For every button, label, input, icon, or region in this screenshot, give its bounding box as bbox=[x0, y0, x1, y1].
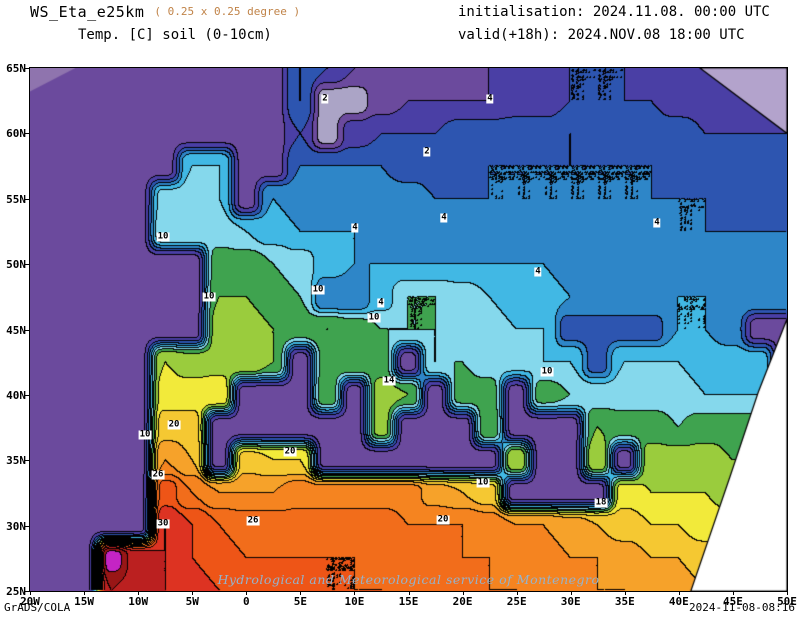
lat-axis-tick bbox=[25, 525, 30, 527]
lon-axis-tick bbox=[516, 591, 518, 595]
lon-axis-label: 15E bbox=[398, 595, 419, 608]
lat-axis-label: 25N bbox=[6, 585, 26, 598]
lat-axis-label: 30N bbox=[6, 519, 26, 533]
lon-axis-label: 10E bbox=[344, 595, 365, 608]
temperature-map-canvas bbox=[30, 68, 787, 591]
lat-axis-tick bbox=[25, 133, 30, 135]
contour-value-label: 10 bbox=[311, 284, 325, 295]
creation-timestamp: 2024-11-08-08:16 bbox=[689, 601, 795, 614]
model-title: WS_Eta_e25km ( 0.25 x 0.25 degree ) bbox=[30, 3, 300, 21]
lon-axis-tick bbox=[300, 591, 302, 595]
lon-axis-tick bbox=[84, 591, 86, 595]
lat-axis-tick bbox=[25, 591, 30, 592]
initialisation-time: initialisation: 2024.11.08. 00:00 UTC bbox=[458, 4, 770, 20]
contour-value-label: 10 bbox=[367, 312, 381, 323]
lon-axis-label: 0 bbox=[242, 595, 250, 608]
map-plot-area: 2 4 2 4 4 10 4 10 10 4 10 4 14 10 20 10 26 20 30 26 20 10 18 Hy… bbox=[29, 67, 788, 592]
contour-value-label: 18 bbox=[594, 497, 608, 508]
contour-value-label: 2 bbox=[423, 146, 431, 157]
lon-axis-tick bbox=[624, 591, 626, 595]
contour-value-label: 10 bbox=[156, 231, 170, 242]
lat-axis-tick bbox=[25, 329, 30, 331]
lat-axis-tick bbox=[25, 394, 30, 396]
contour-value-label: 4 bbox=[486, 93, 494, 104]
contour-value-label: 20 bbox=[167, 419, 181, 430]
contour-value-label: 26 bbox=[151, 469, 165, 480]
lon-axis-tick bbox=[408, 591, 410, 595]
lon-axis-label: 40E bbox=[668, 595, 689, 608]
lat-axis-tick bbox=[25, 198, 30, 200]
lon-axis-tick bbox=[138, 591, 140, 595]
lon-axis-label: 15W bbox=[74, 595, 94, 608]
contour-value-label: 26 bbox=[246, 515, 260, 526]
lat-axis-tick bbox=[25, 68, 30, 69]
lon-axis-label: 20E bbox=[452, 595, 473, 608]
contour-value-label: 10 bbox=[540, 366, 554, 377]
contour-value-label: 4 bbox=[534, 266, 542, 277]
lon-axis-label: 20W bbox=[20, 595, 40, 608]
contour-value-label: 2 bbox=[321, 93, 329, 104]
lat-axis-tick bbox=[25, 264, 30, 266]
contour-value-label: 20 bbox=[436, 514, 450, 525]
lon-axis-tick bbox=[732, 591, 734, 595]
watermark: Hydrological and Meteorological service … bbox=[217, 572, 600, 587]
valid-time: valid(+18h): 2024.NOV.08 18:00 UTC bbox=[458, 27, 745, 43]
contour-value-label: 20 bbox=[283, 446, 297, 457]
model-name: WS_Eta_e25km bbox=[30, 3, 145, 21]
contour-value-label: 10 bbox=[138, 429, 152, 440]
field-title: Temp. [C] soil (0-10cm) bbox=[78, 27, 272, 43]
lon-axis-label: 35E bbox=[614, 595, 635, 608]
lon-axis-tick bbox=[30, 591, 31, 595]
lat-axis-label: 45N bbox=[6, 323, 26, 337]
lon-axis-label: 25E bbox=[506, 595, 527, 608]
contour-value-label: 30 bbox=[156, 518, 170, 529]
lat-axis-tick bbox=[25, 460, 30, 462]
lon-axis-tick bbox=[570, 591, 572, 595]
lon-axis-label: 5E bbox=[293, 595, 307, 608]
lat-axis-label: 40N bbox=[6, 388, 26, 402]
contour-value-label: 10 bbox=[476, 477, 490, 488]
lat-axis-label: 65N bbox=[6, 62, 26, 75]
lon-axis-label: 5W bbox=[185, 595, 199, 608]
grads-credit: GrADS/COLA bbox=[4, 601, 71, 614]
lat-axis-label: 35N bbox=[6, 454, 26, 468]
lat-axis-label: 55N bbox=[6, 192, 26, 206]
contour-value-label: 4 bbox=[440, 212, 448, 223]
lon-axis-label: 10W bbox=[128, 595, 149, 608]
contour-value-label: 4 bbox=[653, 217, 661, 228]
lon-axis-label: 50E bbox=[777, 595, 797, 608]
lat-axis-label: 50N bbox=[6, 258, 26, 272]
contour-value-label: 4 bbox=[377, 297, 385, 308]
lon-axis-tick bbox=[354, 591, 356, 595]
contour-value-label: 14 bbox=[382, 375, 396, 386]
lon-axis-label: 45E bbox=[722, 595, 743, 608]
lon-axis-tick bbox=[462, 591, 464, 595]
grid-resolution-label: ( 0.25 x 0.25 degree ) bbox=[154, 5, 301, 18]
contour-value-label: 4 bbox=[351, 222, 359, 233]
lat-axis-label: 60N bbox=[6, 127, 26, 141]
lon-axis-tick bbox=[787, 591, 788, 595]
lon-axis-label: 30E bbox=[560, 595, 581, 608]
contour-value-label: 10 bbox=[202, 291, 216, 302]
lon-axis-tick bbox=[192, 591, 194, 595]
lon-axis-tick bbox=[246, 591, 248, 595]
lon-axis-tick bbox=[678, 591, 680, 595]
